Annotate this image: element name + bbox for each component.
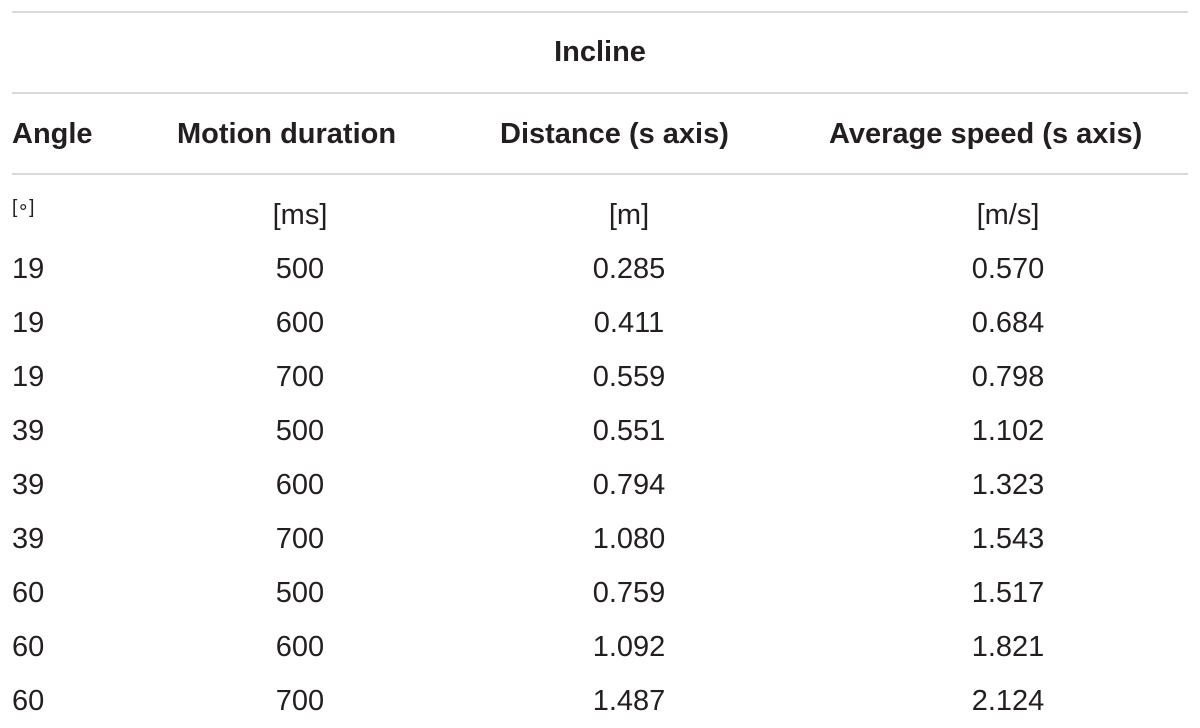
- top-rule: [12, 11, 1188, 13]
- cell-angle: 39: [12, 469, 45, 501]
- column-header-average-speed: Average speed (s axis): [829, 118, 1143, 150]
- table-row: 39 500 0.551 1.102: [12, 404, 1188, 458]
- table-row: 60 600 1.092 1.821: [12, 620, 1188, 674]
- column-header-distance: Distance (s axis): [500, 118, 729, 150]
- cell-angle: 39: [12, 523, 45, 555]
- cell-angle: 19: [12, 307, 45, 339]
- units-row: [∘] [ms] [m] [m/s]: [12, 188, 1188, 242]
- cell-angle: 60: [12, 685, 45, 717]
- column-header-rule: [12, 173, 1188, 175]
- cell-angle: 39: [12, 415, 45, 447]
- table-row: 60 700 1.487 2.124: [12, 674, 1188, 728]
- cell-angle: 19: [12, 253, 45, 285]
- group-header-incline: Incline: [554, 36, 646, 68]
- unit-angle: [∘]: [12, 197, 35, 218]
- table-row: 39 700 1.080 1.543: [12, 512, 1188, 566]
- table-row: 19 700 0.559 0.798: [12, 350, 1188, 404]
- cell-angle: 60: [12, 631, 45, 663]
- data-table-body: [∘] [ms] [m] [m/s] 19 500 0.285 0.570 19 600 0…: [12, 188, 1188, 728]
- column-header-motion-duration: Motion duration: [177, 118, 397, 150]
- cell-angle: 60: [12, 577, 45, 609]
- table-row: 19 500 0.285 0.570: [12, 242, 1188, 296]
- group-header-rule: [12, 92, 1188, 94]
- column-header-angle: Angle: [12, 118, 93, 150]
- table-row: 19 600 0.411 0.684: [12, 296, 1188, 350]
- table-row: 39 600 0.794 1.323: [12, 458, 1188, 512]
- table-row: 60 500 0.759 1.517: [12, 566, 1188, 620]
- cell-angle: 19: [12, 361, 45, 393]
